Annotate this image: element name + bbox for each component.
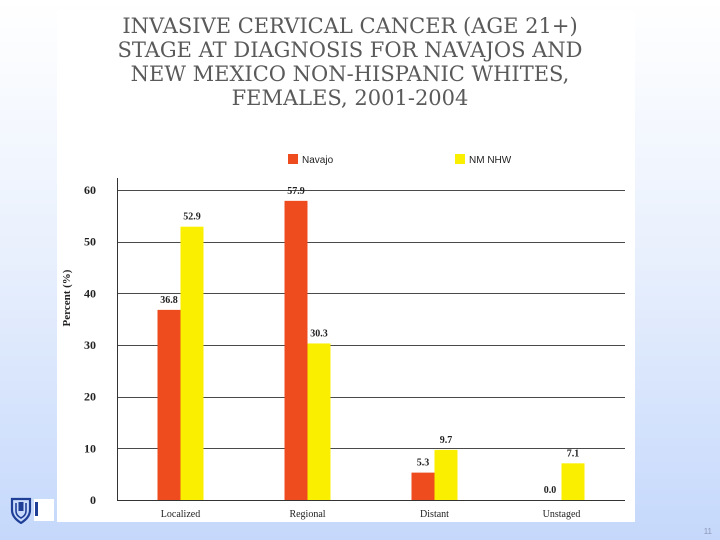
bar	[561, 463, 585, 500]
data-label: 5.3	[417, 458, 430, 469]
bar	[411, 472, 435, 500]
category-label: Distant	[420, 509, 449, 520]
y-tick-label: 40	[84, 286, 96, 300]
data-label: 7.1	[567, 448, 580, 459]
y-tick-label: 50	[84, 235, 96, 249]
category-label: Localized	[161, 509, 200, 520]
chart-title-line-2: STAGE AT DIAGNOSIS FOR NAVAJOS AND	[117, 38, 583, 62]
y-tick-label: 10	[84, 441, 96, 455]
legend-swatch	[455, 154, 465, 164]
data-label: 52.9	[183, 212, 201, 223]
chart-title-line-3: NEW MEXICO NON-HISPANIC WHITES,	[130, 62, 570, 86]
legend-swatch	[288, 154, 298, 164]
bar	[157, 309, 181, 500]
bar	[284, 200, 308, 500]
data-label: 9.7	[440, 435, 453, 446]
y-tick-label: 0	[90, 493, 96, 507]
data-label: 30.3	[310, 328, 328, 339]
y-tick-label: 20	[84, 390, 96, 404]
data-label: 0.0	[544, 485, 557, 496]
legend: Navajo NM NHW	[288, 154, 512, 166]
page-number: 11	[703, 527, 712, 536]
slide-panel	[57, 10, 635, 522]
axes	[117, 178, 625, 501]
y-tick-label: 60	[84, 183, 96, 197]
legend-label: Navajo	[302, 155, 334, 166]
category-label: Unstaged	[543, 509, 581, 520]
legend-label: NM NHW	[469, 155, 512, 166]
bars	[157, 200, 585, 500]
shield-logo-icon	[10, 497, 54, 524]
data-label: 57.9	[287, 186, 305, 197]
data-label: 36.8	[160, 295, 178, 306]
bar	[180, 226, 204, 500]
category-labels: Localized Regional Distant Unstaged	[161, 509, 581, 520]
chart-title-line-4: FEMALES, 2001-2004	[231, 86, 469, 110]
bar	[307, 343, 331, 500]
y-tick-label: 30	[84, 338, 96, 352]
y-axis-title: Percent (%)	[61, 269, 73, 326]
y-tick-labels: 0 10 20 30 40 50 60	[84, 183, 96, 507]
data-labels: 36.8 52.9 57.9 30.3 5.3 9.7 0.0 7.1	[160, 186, 579, 496]
category-label: Regional	[289, 509, 325, 520]
chart-title-line-1: INVASIVE CERVICAL CANCER (AGE 21+)	[122, 14, 578, 38]
bar	[434, 449, 458, 500]
chart-title: INVASIVE CERVICAL CANCER (AGE 21+) STAGE…	[60, 14, 640, 110]
